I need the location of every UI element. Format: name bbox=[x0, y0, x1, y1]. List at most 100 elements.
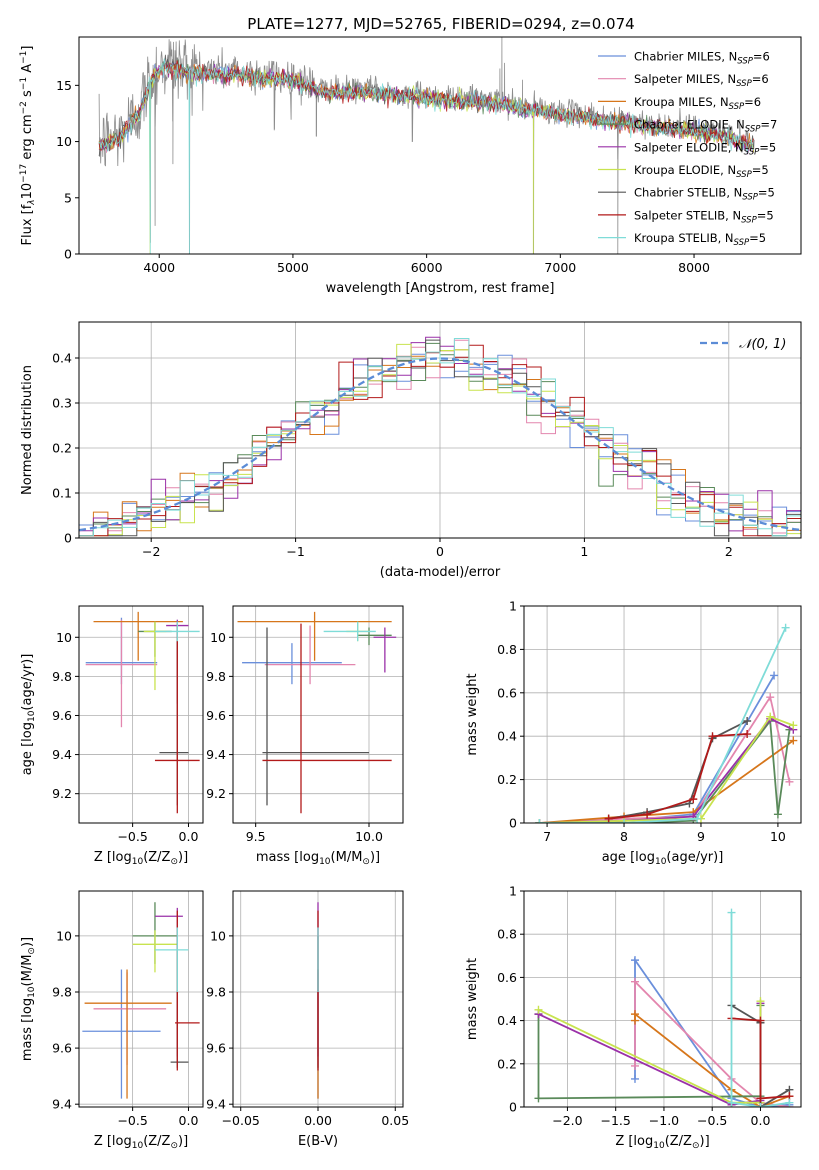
errorbar-chabrier-miles bbox=[82, 969, 161, 1099]
errorbar-kroupa-elodie bbox=[132, 930, 178, 973]
x-tick-label: −1 bbox=[286, 544, 304, 559]
weight-vs-z-xlabel-part: )] bbox=[700, 1134, 710, 1149]
age-vs-z-panel-ticks: −0.5 0.0 9.2 9.4 9.6 9.8 10 bbox=[52, 630, 198, 844]
x-tick-label: 0.0 bbox=[179, 1113, 199, 1128]
weight-vs-z-xlabel-part: (Z/Z bbox=[665, 1134, 692, 1149]
y-tick-label: 0.6 bbox=[497, 685, 517, 700]
legend-entry: Salpeter ELODIE, NSSP=5 bbox=[598, 140, 776, 157]
y-tick-label: 9.4 bbox=[52, 1097, 72, 1112]
mass-vs-z-ylabel-part: mass [log bbox=[20, 998, 35, 1061]
x-tick-label: 8000 bbox=[678, 260, 710, 275]
y-tick-label: 1 bbox=[509, 884, 517, 899]
legend-label-suffix: =7 bbox=[760, 118, 777, 132]
y-tick-label: 10 bbox=[210, 928, 226, 943]
series-point bbox=[743, 717, 752, 726]
series-point bbox=[785, 1098, 794, 1107]
series-line bbox=[730, 912, 790, 1107]
spectrum-panel: 4000 5000 6000 7000 8000 0 5 10 15 wavelength [An… bbox=[19, 36, 802, 296]
y-tick-label: 9.2 bbox=[52, 786, 72, 801]
residuals-xlabel: (data-model)/error bbox=[380, 565, 501, 580]
mass-vs-ebv-panel: −0.05 0.00 0.05 9.4 9.6 9.8 10 E(B-V) bbox=[206, 890, 409, 1149]
series-line bbox=[731, 1017, 790, 1100]
age-vs-z-xlabel-part: 10 bbox=[132, 857, 144, 867]
mass-vs-z-ylabel-part: (M/M bbox=[20, 955, 35, 987]
legend-label: Kroupa STELIB, NSSP=5 bbox=[634, 231, 766, 248]
legend-label-sub: SSP bbox=[734, 238, 750, 248]
series-kroupa-stelib bbox=[727, 908, 794, 1107]
spectrum-panel-ticks: 4000 5000 6000 7000 8000 0 5 10 15 bbox=[56, 78, 710, 275]
spectrum-panel-frame bbox=[78, 36, 802, 255]
series-point bbox=[630, 1074, 639, 1083]
spectrum-ylabel-part: −17 bbox=[19, 164, 29, 183]
series-point bbox=[534, 1005, 543, 1014]
legend-entry: Kroupa STELIB, NSSP=5 bbox=[598, 231, 766, 248]
errorbar-chabrier-elodie bbox=[357, 627, 392, 646]
y-tick-label: 0 bbox=[64, 247, 72, 262]
x-tick-label: 4000 bbox=[143, 260, 175, 275]
residuals-panel-frame bbox=[78, 321, 802, 539]
y-tick-label: 9.4 bbox=[206, 1097, 226, 1112]
legend-label-suffix: =6 bbox=[753, 50, 770, 64]
series-point bbox=[785, 777, 794, 786]
spectrum-ylabel-part: A bbox=[20, 64, 35, 77]
age-vs-z-panel-grid bbox=[79, 606, 203, 823]
errorbar-kroupa-miles bbox=[237, 611, 392, 661]
series-point bbox=[534, 1094, 543, 1103]
residuals-ylabel: Normed distribution bbox=[20, 365, 35, 495]
mass-vs-ebv-panel-ticks: −0.05 0.00 0.05 9.4 9.6 9.8 10 bbox=[206, 928, 409, 1128]
spectrum-xlabel: wavelength [Angstrom, rest frame] bbox=[326, 281, 555, 296]
legend-label-text: Kroupa MILES, N bbox=[634, 95, 729, 109]
mass-vs-z-xlabel-part: 10 bbox=[132, 1141, 144, 1151]
legend-label-sub: SSP bbox=[745, 125, 761, 135]
x-tick-label: 6000 bbox=[411, 260, 443, 275]
age-vs-z-xlabel-part: (Z/Z bbox=[143, 850, 170, 865]
y-tick-label: 0.8 bbox=[497, 642, 517, 657]
mass-vs-z-xlabel-part: )] bbox=[178, 1134, 188, 1149]
mass-vs-z-xlabel-part: Z [log bbox=[94, 1134, 132, 1149]
mass-vs-z-xlabel-part: (Z/Z bbox=[143, 1134, 170, 1149]
y-tick-label: 0 bbox=[64, 531, 72, 546]
legend-label-suffix: =6 bbox=[752, 72, 769, 86]
weight-vs-z-xlabel-part: 10 bbox=[653, 1141, 665, 1151]
legend-label-text: Chabrier MILES, N bbox=[634, 50, 737, 64]
legend-entry: Salpeter MILES, NSSP=6 bbox=[598, 72, 769, 89]
series-point bbox=[693, 814, 702, 823]
x-tick-label: 0.0 bbox=[179, 829, 199, 844]
y-tick-label: 10 bbox=[210, 630, 226, 645]
series-point bbox=[604, 814, 613, 823]
weight-vs-z-xlabel-part: Z [log bbox=[615, 1134, 653, 1149]
errorbar-kroupa-miles bbox=[93, 611, 183, 661]
y-tick-label: 10 bbox=[56, 630, 72, 645]
legend-entry: Kroupa MILES, NSSP=6 bbox=[598, 95, 761, 112]
age-vs-mass-xlabel-part: (M/M bbox=[331, 850, 363, 865]
age-vs-z-xlabel-part: )] bbox=[178, 850, 188, 865]
age-vs-mass-xlabel-part: mass [log bbox=[256, 850, 319, 865]
legend-label-sub: SSP bbox=[744, 147, 760, 157]
spectrum-ylabel-part: erg cm bbox=[20, 114, 35, 163]
weight-vs-age-xlabel-part: (age/yr)] bbox=[666, 850, 723, 865]
errorbar-kroupa-stelib bbox=[154, 927, 189, 992]
series-point bbox=[630, 1010, 639, 1019]
series-point bbox=[766, 712, 775, 721]
errorbar-kroupa-stelib bbox=[323, 621, 376, 642]
y-tick-label: 0.2 bbox=[497, 1056, 517, 1071]
x-tick-label: −1.0 bbox=[649, 1113, 679, 1128]
weight-vs-age-panel-frame bbox=[523, 605, 802, 824]
y-tick-label: 0.6 bbox=[497, 970, 517, 985]
legend-label: Salpeter ELODIE, NSSP=5 bbox=[634, 140, 776, 157]
legend-label-text: Salpeter STELIB, N bbox=[634, 208, 741, 222]
weight-vs-z-panel-frame bbox=[523, 890, 802, 1108]
legend-label-suffix: =5 bbox=[758, 186, 775, 200]
spectrum-ylabel-part: ] bbox=[20, 46, 35, 51]
errorbar-salpeter-elodie bbox=[373, 627, 397, 673]
legend-label-suffix: =6 bbox=[744, 95, 761, 109]
y-tick-label: 0.4 bbox=[497, 1013, 517, 1028]
series-line bbox=[539, 718, 791, 823]
legend-label-sub: SSP bbox=[737, 57, 753, 67]
legend-label-text: Chabrier STELIB, N bbox=[634, 186, 742, 200]
mass-vs-z-panel-ticks: −0.5 0.0 9.4 9.6 9.8 10 bbox=[52, 928, 198, 1128]
age-vs-z-panel-marks bbox=[85, 611, 200, 814]
age-vs-z-panel-frame bbox=[78, 605, 204, 824]
